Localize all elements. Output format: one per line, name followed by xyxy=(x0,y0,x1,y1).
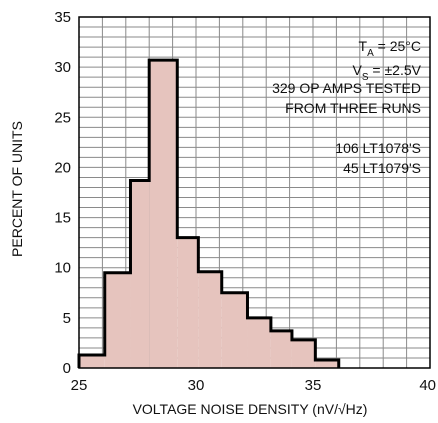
annotation-ta: TA = 25°C xyxy=(359,38,421,59)
y-tick-label: 30 xyxy=(54,59,71,76)
histogram-bar xyxy=(315,359,339,368)
histogram-bar xyxy=(291,339,316,368)
histogram-bar xyxy=(177,237,199,368)
histogram-bar xyxy=(221,292,248,368)
y-axis-label: PERCENT OF UNITS xyxy=(9,121,25,257)
grid xyxy=(79,17,430,368)
histogram-bar xyxy=(104,272,131,368)
plot-frame xyxy=(78,16,431,369)
histogram-bar xyxy=(149,60,178,368)
x-tick-label: 40 xyxy=(419,377,436,394)
annotation-lt1079: 45 LT1079'S xyxy=(343,160,421,176)
x-tick-label: 25 xyxy=(71,377,88,394)
histogram-outline-path xyxy=(77,58,341,368)
histogram-bars xyxy=(79,60,339,368)
y-tick-label: 35 xyxy=(54,9,71,26)
annotation-lt1078: 106 LT1078'S xyxy=(335,140,421,156)
svg-text:VS = ±2.5V: VS = ±2.5V xyxy=(353,62,422,83)
annotation-vs: VS = ±2.5V xyxy=(353,62,422,83)
annotation-runs: FROM THREE RUNS xyxy=(285,100,421,116)
x-tick-label: 30 xyxy=(188,377,205,394)
x-axis-label: VOLTAGE NOISE DENSITY (nV/√Hz) xyxy=(133,401,368,417)
y-tick-label: 0 xyxy=(63,360,71,377)
y-axis-ticks: 0 5 10 15 20 25 30 35 xyxy=(54,9,71,377)
y-tick-label: 25 xyxy=(54,109,71,126)
x-axis-ticks: 25 30 35 40 xyxy=(71,377,436,394)
y-tick-label: 5 xyxy=(63,310,71,327)
histogram-bar xyxy=(79,354,105,368)
histogram-outline xyxy=(77,58,341,368)
annotation-tested: 329 OP AMPS TESTED xyxy=(272,80,421,96)
histogram-bar xyxy=(270,330,292,368)
histogram-bar xyxy=(198,271,222,368)
histogram-bar xyxy=(247,317,271,368)
y-tick-label: 20 xyxy=(54,159,71,176)
y-tick-label: 10 xyxy=(54,260,71,277)
histogram-bar xyxy=(130,180,150,368)
y-tick-label: 15 xyxy=(54,210,71,227)
x-tick-label: 35 xyxy=(305,377,322,394)
svg-text:TA = 25°C: TA = 25°C xyxy=(359,38,421,59)
